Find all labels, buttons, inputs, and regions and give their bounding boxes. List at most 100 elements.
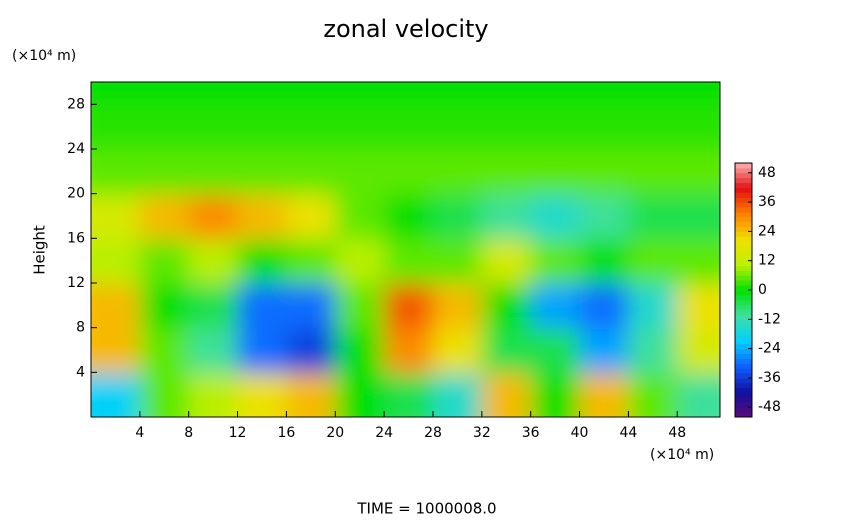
cell — [91, 104, 141, 150]
colorbar-swatch — [735, 285, 752, 291]
y-tick-label: 20 — [67, 186, 85, 202]
colorbar-swatch — [735, 309, 752, 315]
cell — [677, 82, 720, 106]
cell — [286, 372, 337, 417]
colorbar-label: 36 — [758, 194, 776, 210]
colorbar-label: -36 — [758, 370, 781, 386]
cell — [530, 327, 581, 374]
cell — [335, 82, 386, 106]
cell — [677, 193, 720, 240]
cell — [286, 238, 337, 284]
cell — [481, 193, 532, 240]
cell — [530, 104, 581, 150]
x-tick-label: 32 — [473, 425, 491, 441]
cell — [628, 104, 679, 150]
cell — [188, 82, 239, 106]
cell — [579, 283, 630, 329]
y-unit: (×10⁴ m) — [12, 48, 76, 64]
colorbar-swatch — [735, 407, 752, 413]
cell — [628, 327, 679, 374]
cell — [628, 149, 679, 195]
footer: TIME = 1000008.0 — [356, 500, 496, 518]
cell — [677, 104, 720, 150]
colorbar-swatch — [735, 412, 752, 418]
cell — [384, 327, 434, 374]
cell — [335, 238, 386, 284]
cell — [628, 238, 679, 284]
colorbar: 48 36 24 12 0 -12 -24 -36 -48 — [734, 162, 781, 418]
cell — [384, 193, 434, 240]
cell — [188, 238, 239, 284]
colorbar-swatch — [735, 202, 752, 208]
colorbar-swatch — [735, 333, 752, 340]
colorbar-swatch — [735, 231, 752, 237]
colorbar-swatch — [735, 290, 752, 296]
cell — [530, 193, 581, 240]
cell — [139, 372, 190, 417]
colorbar-swatch — [735, 392, 752, 398]
cell — [286, 82, 337, 106]
cell — [530, 372, 581, 417]
colorbar-swatch — [735, 163, 752, 169]
colorbar-label: 24 — [758, 223, 776, 239]
cell — [481, 283, 532, 329]
cell — [286, 104, 337, 150]
cell — [286, 327, 337, 374]
cell — [188, 104, 239, 150]
colorbar-swatch — [735, 265, 752, 271]
x-tick-label: 44 — [619, 425, 637, 441]
colorbar-swatch — [735, 206, 752, 213]
y-tick-label: 24 — [67, 141, 85, 157]
cell — [335, 149, 386, 195]
y-tick-label: 8 — [76, 320, 85, 336]
colorbar-swatch — [735, 167, 752, 174]
cell — [335, 372, 386, 417]
x-tick-label: 40 — [571, 425, 589, 441]
cell — [432, 238, 483, 284]
cell — [628, 283, 679, 329]
cell — [481, 104, 532, 150]
colorbar-swatch — [735, 324, 752, 330]
colorbar-swatch — [735, 182, 752, 188]
cell — [432, 372, 483, 417]
cell — [579, 149, 630, 195]
cell — [530, 283, 581, 329]
cell — [91, 193, 141, 240]
cell — [530, 238, 581, 284]
colorbar-swatch — [735, 187, 752, 193]
cell — [91, 327, 141, 374]
cell — [139, 327, 190, 374]
colorbar-swatch — [735, 368, 752, 374]
colorbar-swatch — [735, 304, 752, 311]
cell — [432, 327, 483, 374]
cell — [481, 82, 532, 106]
cell — [677, 238, 720, 284]
colorbar-swatch — [735, 294, 752, 301]
cell — [286, 193, 337, 240]
colorbar-swatch — [735, 260, 752, 267]
cell — [335, 327, 386, 374]
colorbar-swatch — [735, 402, 752, 408]
colorbar-swatch — [735, 319, 752, 325]
cell — [335, 283, 386, 329]
cell — [384, 104, 434, 150]
y-tick-label: 16 — [67, 230, 85, 246]
colorbar-swatch — [735, 226, 752, 232]
cell — [481, 238, 532, 284]
cell — [237, 193, 288, 240]
colorbar-swatch — [735, 343, 752, 350]
colorbar-swatch — [735, 382, 752, 389]
cell — [91, 238, 141, 284]
cell — [579, 82, 630, 106]
colorbar-swatch — [735, 211, 752, 218]
y-tick-label: 12 — [67, 275, 85, 291]
colorbar-label: 48 — [758, 165, 776, 181]
cell — [335, 193, 386, 240]
cell — [188, 283, 239, 329]
cell — [139, 82, 190, 106]
cell — [579, 104, 630, 150]
cell — [677, 372, 720, 417]
cell — [139, 238, 190, 284]
colorbar-swatch — [735, 329, 752, 335]
